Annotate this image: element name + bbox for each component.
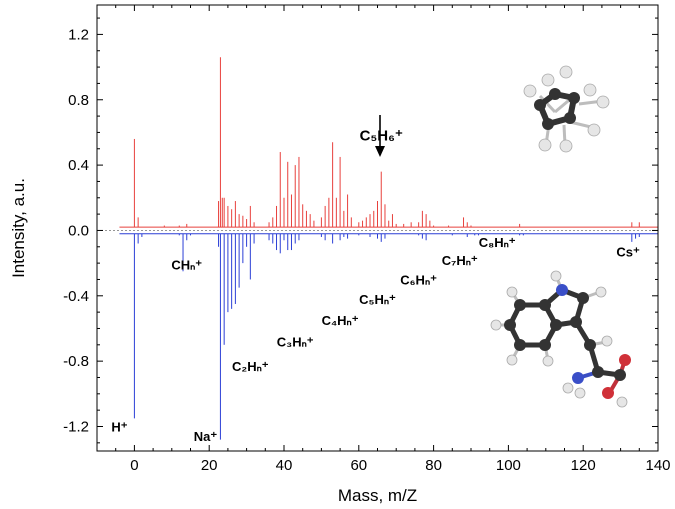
peak-annotation: C₅H₆⁺ (360, 128, 403, 145)
peak-annotation: C₂Hₙ⁺ (232, 359, 269, 374)
peak-annotation: Na⁺ (194, 429, 218, 444)
y-tick-label: -0.8 (63, 353, 89, 370)
y-tick-label: 0.8 (68, 92, 89, 109)
x-tick-label: 20 (201, 457, 218, 474)
x-tick-label: 120 (571, 457, 596, 474)
peak-annotation: C₆Hₙ⁺ (400, 272, 437, 287)
peak-annotation: C₃Hₙ⁺ (277, 334, 314, 349)
y-tick-label: 1.2 (68, 26, 89, 43)
peak-annotation: Cs⁺ (616, 245, 640, 260)
peak-annotation: C₄Hₙ⁺ (322, 313, 359, 328)
peak-arrow (375, 115, 385, 157)
tryptophan-molecule-icon (490, 270, 631, 408)
annotation-layer: C₅H₆⁺CHₙ⁺C₂Hₙ⁺C₃Hₙ⁺C₄Hₙ⁺C₅Hₙ⁺C₆Hₙ⁺C₇Hₙ⁺C… (111, 128, 640, 445)
plot-frame (96, 4, 659, 452)
axis-layer: 0 20 40 60 80 100 120 140 -1.2 -0.8 -0.4 0.0 0.4 0.8 1… (9, 4, 671, 505)
peak-annotation: C₈Hₙ⁺ (479, 235, 516, 250)
x-tick-label: 80 (425, 457, 442, 474)
peak-annotation: C₅Hₙ⁺ (359, 292, 396, 307)
y-tick-label: -1.2 (63, 418, 89, 435)
spectrum-series-0 (119, 57, 658, 228)
peak-annotation: CHₙ⁺ (171, 258, 202, 273)
x-axis-title: Mass, m/Z (338, 486, 417, 505)
peak-annotation: H⁺ (111, 419, 127, 434)
x-tick-label: 0 (130, 457, 138, 474)
y-axis-title: Intensity, a.u. (9, 178, 28, 278)
series-layer (119, 57, 658, 440)
x-tick-label: 40 (276, 457, 293, 474)
x-tick-label: 100 (496, 457, 521, 474)
cyclopentadiene-molecule-icon (523, 65, 610, 153)
y-tick-label: 0.4 (68, 157, 89, 174)
y-tick-label: 0.0 (68, 222, 89, 239)
x-tick-label: 60 (350, 457, 367, 474)
x-tick-label: 140 (645, 457, 670, 474)
peak-annotation: C₇Hₙ⁺ (442, 253, 478, 268)
spectrum-series-1 (119, 233, 658, 440)
y-tick-label: -0.4 (63, 288, 89, 305)
